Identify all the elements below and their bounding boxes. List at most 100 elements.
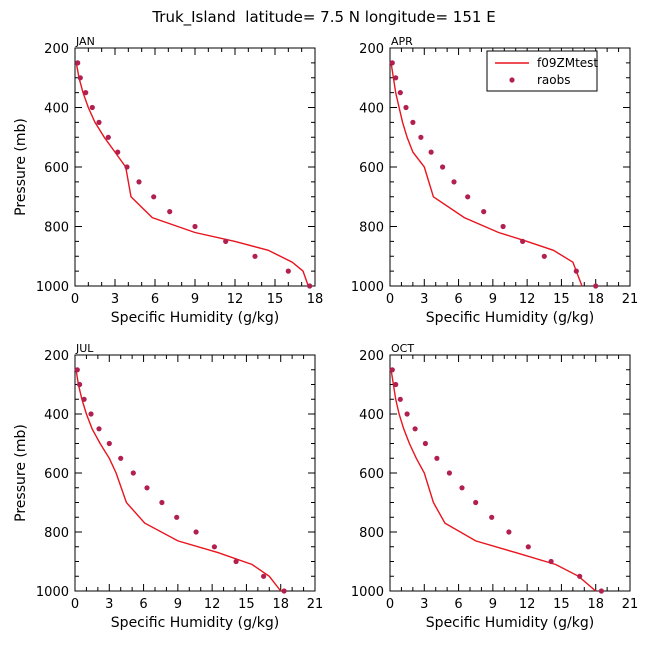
raobs-point <box>285 268 291 274</box>
raobs-point <box>124 164 130 170</box>
series-line-f09zmtest <box>75 62 309 287</box>
panel-label: JAN <box>75 35 95 48</box>
raobs-point <box>451 179 457 185</box>
x-tick-label: 6 <box>151 292 159 307</box>
y-tick-label: 200 <box>359 349 384 364</box>
y-tick-label: 400 <box>359 408 384 423</box>
raobs-point <box>77 75 83 81</box>
raobs-point <box>151 194 157 200</box>
raobs-point <box>393 381 399 388</box>
raobs-point <box>404 411 410 417</box>
raobs-point <box>393 75 399 81</box>
plot-frame <box>74 354 316 592</box>
legend-box <box>486 50 598 92</box>
y-tick-label: 800 <box>44 526 69 541</box>
raobs-point <box>577 573 583 579</box>
raobs-point <box>159 499 165 506</box>
series-line-f09zmtest <box>390 369 597 592</box>
x-tick-label: 15 <box>553 292 570 307</box>
raobs-point <box>167 209 173 215</box>
raobs-point <box>211 544 217 550</box>
raobs-point <box>500 223 506 230</box>
x-tick-label: 15 <box>553 597 570 612</box>
x-tick-label: 6 <box>139 597 147 612</box>
raobs-point <box>440 164 446 170</box>
y-tick-label: 600 <box>359 161 384 176</box>
raobs-point <box>428 149 434 155</box>
panel-label: APR <box>391 35 413 48</box>
legend-label-model: f09ZMtest <box>537 56 598 70</box>
y-tick-label: 400 <box>44 408 69 423</box>
raobs-point <box>89 104 95 111</box>
raobs-point <box>96 119 102 125</box>
y-tick-label: 600 <box>44 467 69 482</box>
raobs-point <box>389 367 395 373</box>
x-tick-label: 15 <box>238 597 255 612</box>
y-tick-label: 400 <box>359 102 384 117</box>
raobs-point <box>389 60 395 66</box>
x-axis-label: Specific Humidity (g/kg) <box>426 615 594 631</box>
x-tick-label: 18 <box>587 292 604 307</box>
raobs-point <box>422 440 428 447</box>
legend-label-obs: raobs <box>537 73 571 87</box>
raobs-point <box>410 119 416 125</box>
x-tick-label: 12 <box>519 597 536 612</box>
x-axis-label: Specific Humidity (g/kg) <box>111 615 279 631</box>
x-tick-label: 18 <box>307 292 324 307</box>
raobs-point <box>473 499 479 506</box>
raobs-point <box>83 90 89 96</box>
x-tick-label: 21 <box>307 597 324 612</box>
raobs-point <box>397 396 403 402</box>
raobs-point <box>481 209 487 215</box>
raobs-point <box>233 558 239 565</box>
legend-dot-swatch <box>509 77 515 83</box>
y-tick-label: 600 <box>44 161 69 176</box>
raobs-point <box>525 544 531 550</box>
raobs-point <box>88 411 94 417</box>
raobs-point <box>261 573 267 579</box>
y-axis-label: Pressure (mb) <box>13 424 29 522</box>
x-tick-label: 9 <box>191 292 199 307</box>
raobs-point <box>130 470 136 476</box>
raobs-point <box>193 529 199 535</box>
series-line-f09zmtest <box>390 62 583 287</box>
raobs-point <box>459 485 465 491</box>
y-tick-label: 200 <box>359 42 384 57</box>
x-tick-label: 21 <box>622 597 639 612</box>
x-tick-label: 21 <box>622 292 639 307</box>
raobs-point <box>541 253 547 259</box>
y-tick-label: 600 <box>359 467 384 482</box>
series-line-f09zmtest <box>75 369 282 592</box>
x-tick-label: 6 <box>454 292 462 307</box>
raobs-point <box>74 367 80 373</box>
x-tick-label: 3 <box>420 597 428 612</box>
x-tick-label: 0 <box>386 292 394 307</box>
raobs-point <box>81 396 87 402</box>
raobs-point <box>598 588 605 594</box>
x-tick-label: 9 <box>489 597 497 612</box>
figure-title: Truk_Island latitude= 7.5 N longitude= 1… <box>151 8 495 27</box>
y-tick-label: 400 <box>44 102 69 117</box>
x-tick-label: 0 <box>71 597 79 612</box>
raobs-point <box>403 104 409 111</box>
raobs-point <box>397 90 403 96</box>
raobs-point <box>593 283 599 289</box>
raobs-point <box>106 440 112 447</box>
chart-panel-jan: 0 3 6 9 12 15 18 200 400 600 800 1000 JAN Specific Hu… <box>13 35 323 326</box>
x-tick-label: 12 <box>227 292 244 307</box>
raobs-point <box>489 514 495 520</box>
y-tick-label: 1000 <box>36 585 69 600</box>
raobs-point <box>223 238 229 244</box>
x-tick-label: 12 <box>204 597 221 612</box>
legend: f09ZMtest raobs <box>486 50 598 92</box>
raobs-point <box>96 426 102 432</box>
x-tick-label: 6 <box>454 597 462 612</box>
chart-panel-apr: 0 3 6 9 12 15 18 21 200 400 600 800 1000 APR Specific … <box>351 35 638 326</box>
panel-label: JUL <box>75 342 94 355</box>
raobs-point <box>144 485 150 491</box>
x-tick-label: 3 <box>111 292 119 307</box>
raobs-point <box>192 223 198 230</box>
raobs-point <box>520 238 526 244</box>
raobs-point <box>506 529 512 535</box>
raobs-point <box>105 134 111 140</box>
